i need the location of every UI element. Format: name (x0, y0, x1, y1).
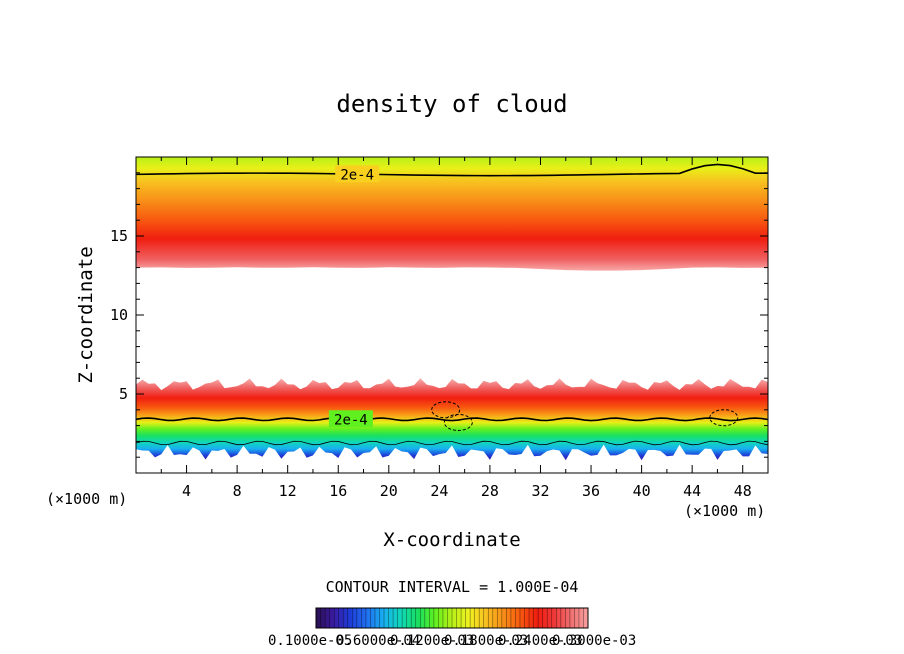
y-axis-label: Z-coordinate (75, 246, 97, 383)
x-tick-label: 36 (582, 482, 600, 500)
colorbar-label-min: 0.1000e-05 (268, 633, 352, 649)
y-tick-label: 15 (110, 227, 128, 245)
lower-contour-line (135, 417, 769, 422)
x-axis-label: X-coordinate (383, 529, 520, 551)
x-tick-label: 40 (633, 482, 651, 500)
colorbar-ticks (315, 608, 589, 628)
x-unit-label-right: (×1000 m) (684, 502, 765, 520)
colorbar-label: 0.1200e-03 (390, 633, 474, 649)
x-tick-label: 20 (380, 482, 398, 500)
contour-label-bg (335, 165, 380, 183)
x-tick-label: 32 (531, 482, 549, 500)
colorbar-label: 0.2400e-03 (498, 633, 582, 649)
colorbar-labels: 0.1000e-05 0.6000e-040.1200e-030.1800e-0… (268, 633, 636, 649)
colorbar-label: 0.1800e-03 (444, 633, 528, 649)
lower-contour-line-2 (135, 440, 769, 446)
upper-cloud-band (136, 157, 768, 271)
x-tick-label: 12 (279, 482, 297, 500)
y-tick-label: 10 (110, 306, 128, 324)
contour-label: 2e-4 (340, 167, 374, 183)
x-tick-label: 24 (430, 482, 448, 500)
upper-contour-line (135, 163, 769, 177)
x-tick-label: 8 (233, 482, 242, 500)
x-tick-label: 44 (683, 482, 701, 500)
cloud-bands (136, 157, 768, 461)
x-tick-label: 4 (182, 482, 191, 500)
turbulent-contour-patch (709, 409, 739, 427)
x-axis-ticks: 4 8 12 16 20 24 28 32 36 40 44 48 (160, 157, 769, 500)
chart-title: density of cloud (336, 90, 567, 118)
contour-label-bg (328, 410, 373, 428)
turbulent-contour-patch (443, 413, 473, 431)
x-tick-label: 16 (329, 482, 347, 500)
x-tick-label: 48 (734, 482, 752, 500)
x-unit-label-left: (×1000 m) (46, 490, 127, 508)
contour-lines: 2e-4 2e-4 (135, 163, 769, 446)
x-tick-label: 28 (481, 482, 499, 500)
contour-label: 2e-4 (334, 412, 368, 428)
contour-interval-text: CONTOUR INTERVAL = 1.000E-04 (326, 578, 579, 596)
y-tick-label: 5 (119, 385, 128, 403)
y-axis-ticks: 5 10 15 (110, 172, 768, 458)
lower-cloud-band (136, 378, 768, 461)
turbulent-contour-patch (431, 401, 461, 419)
colorbar-label: 0.3000e-03 (552, 633, 636, 649)
colorbar-label: 0.6000e-04 (336, 633, 420, 649)
